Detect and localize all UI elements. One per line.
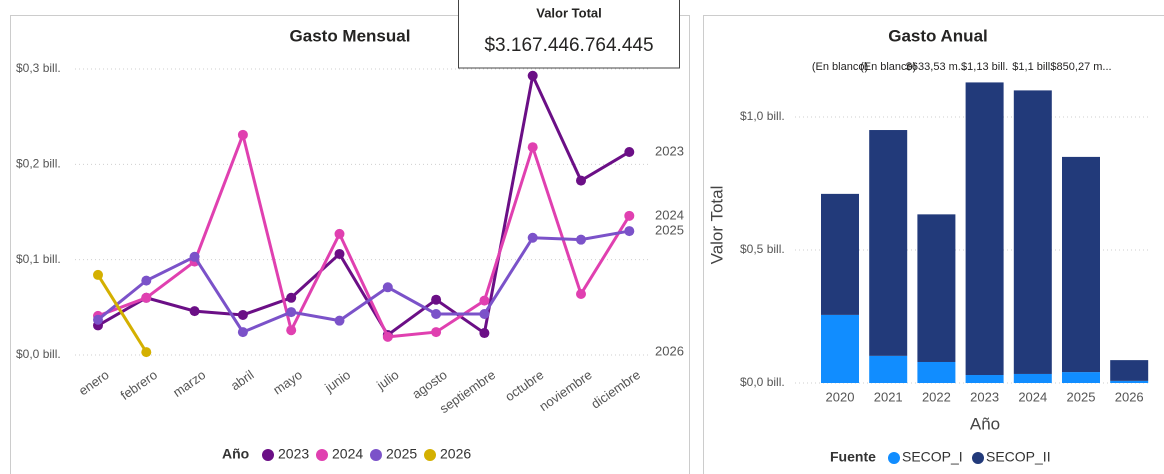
data-point [93,314,103,325]
bar-segment [965,82,1004,376]
data-point [527,142,538,153]
card-box [458,0,680,69]
chart-title: Gasto Mensual [290,26,411,45]
data-point [141,292,152,303]
bar-segment [1013,90,1052,374]
total-label: $1,1 bill. [1012,61,1053,73]
data-point [624,146,635,157]
bar-segment [869,355,908,383]
legend-label: 2024 [332,446,363,462]
x-tick-label: 2021 [874,389,903,404]
x-tick-label: 2022 [922,389,951,404]
card-value: $3.167.446.764.445 [484,35,653,56]
end-label: 2023 [655,143,684,158]
bar-segment [1062,156,1100,373]
data-point [334,315,345,326]
data-point [431,327,442,338]
x-axis-title: Año [970,414,1000,433]
legend-label: 2025 [386,446,417,462]
data-point [431,308,442,319]
y-tick-label: $0,2 bill. [16,157,61,171]
legend-label: SECOP_II [986,449,1051,465]
legend-swatch [370,449,382,461]
x-tick-label: 2023 [970,389,999,404]
x-tick-label: 2025 [1067,389,1096,404]
x-tick-label: 2024 [1018,389,1047,404]
legend-swatch [888,452,900,464]
bar-segment [821,314,859,383]
data-point [286,307,297,318]
legend-label: 2023 [278,446,309,462]
data-point [237,309,248,320]
bar-segment [917,361,956,383]
series-line [97,70,631,338]
series-line [97,129,631,339]
data-point [141,347,152,358]
data-point [382,331,393,342]
bar-segment [1110,360,1149,381]
data-point [527,70,538,81]
left-panel [10,15,690,474]
data-point [576,288,586,299]
bar-segment [917,214,956,362]
data-point [431,294,442,305]
legend-label: 2026 [440,446,471,462]
total-label: $850,27 m... [1050,61,1111,73]
kpi-card: Valor Total $3.167.446.764.445 [458,0,680,69]
y-tick-label: $0,0 bill. [16,347,61,361]
end-label: 2025 [655,223,684,238]
series-line [97,229,630,334]
y-tick-label: $1,0 bill. [740,109,785,123]
data-point [286,325,297,336]
y-tick-label: $0,1 bill. [16,252,61,266]
data-point [479,308,490,319]
legend-swatch [424,449,436,461]
data-point [624,226,635,237]
x-tick-label: 2026 [1115,389,1144,404]
legend-label: SECOP_I [902,449,963,465]
data-point [189,251,200,262]
end-label: 2026 [655,344,684,359]
bar-segment [1110,380,1149,383]
total-label: $1,13 bill. [961,61,1008,73]
y-tick-label: $0,3 bill. [16,61,61,75]
bar-segment [965,375,1004,383]
y-tick-label: $0,5 bill. [740,242,785,256]
total-label: (En blanco) [812,61,868,73]
data-point [382,282,393,293]
data-point [479,295,490,306]
bar-segment [1062,372,1100,383]
data-point [189,306,200,317]
x-tick-label: 2020 [826,389,855,404]
legend-title: Fuente [830,449,876,465]
total-label: (En blanco) [860,61,916,73]
data-point [334,248,345,259]
y-tick-label: $0,0 bill. [740,375,785,389]
legend-swatch [972,452,984,464]
series-line [96,274,148,353]
data-point [479,328,490,339]
data-point [576,234,586,245]
data-point [576,175,586,186]
total-label: $633,53 m... [906,61,967,73]
data-point [141,275,152,286]
legend-swatch [316,449,328,461]
y-axis-title: Valor Total [707,186,726,265]
data-point [624,210,635,221]
data-point [93,269,103,280]
data-point [237,129,248,140]
card-title: Valor Total [536,5,602,20]
data-point [237,327,248,338]
end-label: 2024 [655,207,684,222]
data-point [286,292,297,303]
bar-segment [869,130,908,356]
bar-segment [1013,373,1052,383]
legend-title: Año [222,446,249,462]
chart-title: Gasto Anual [888,26,988,45]
data-point [334,228,345,239]
data-point [527,232,538,243]
bar-segment [821,193,859,315]
legend-swatch [262,449,274,461]
